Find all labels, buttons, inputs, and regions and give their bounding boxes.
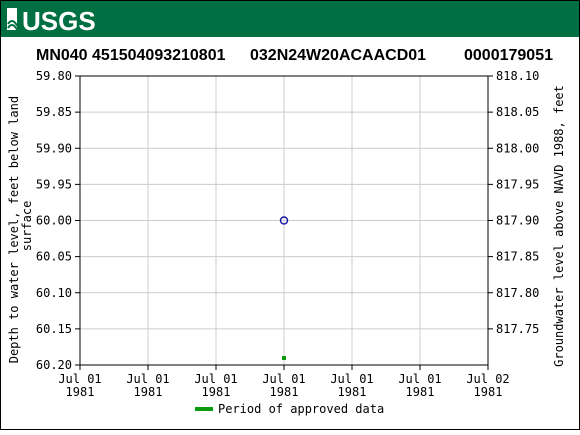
- x-tick-label-date: Jul 01: [58, 372, 101, 386]
- site-name: MN040 451504093210801: [36, 47, 226, 64]
- left-tick-label: 59.80: [36, 69, 72, 83]
- x-tick-label-date: Jul 01: [398, 372, 441, 386]
- x-tick-label-year: 1981: [338, 385, 367, 399]
- x-tick-label-year: 1981: [270, 385, 299, 399]
- usgs-logo: USGS: [7, 6, 96, 36]
- x-tick-label-date: Jul 02: [466, 372, 509, 386]
- usgs-logo-text: USGS: [22, 6, 96, 36]
- location-code: 032N24W20ACAACD01: [250, 47, 426, 64]
- x-tick-label-year: 1981: [66, 385, 95, 399]
- left-tick-label: 60.15: [36, 322, 72, 336]
- left-tick-label: 60.20: [36, 358, 72, 372]
- left-tick-label: 59.95: [36, 177, 72, 191]
- right-tick-label: 818.05: [496, 105, 539, 119]
- right-tick-label: 818.00: [496, 141, 539, 155]
- right-tick-label: 817.90: [496, 214, 539, 228]
- data-point: [279, 216, 289, 225]
- usgs-logo-icon: [7, 8, 25, 32]
- left-tick-label: 59.90: [36, 141, 72, 155]
- approved-period-mark: [282, 356, 286, 360]
- usgs-banner: [1, 1, 579, 37]
- x-tick-label-year: 1981: [406, 385, 435, 399]
- x-tick-label-year: 1981: [474, 385, 503, 399]
- left-axis-title: Depth to water level, feet below land su…: [7, 89, 34, 364]
- left-tick-label: 60.10: [36, 286, 72, 300]
- right-tick-label: 817.95: [496, 177, 539, 191]
- left-tick-label: 59.85: [36, 105, 72, 119]
- site-number: 0000179051: [464, 47, 553, 64]
- plot-area: [79, 75, 489, 366]
- x-tick-label-date: Jul 01: [262, 372, 305, 386]
- right-tick-label: 817.85: [496, 250, 539, 264]
- data-marks: [279, 216, 289, 360]
- x-tick-label-year: 1981: [202, 385, 231, 399]
- x-tick-label-date: Jul 01: [194, 372, 237, 386]
- legend: Period of approved data: [195, 402, 384, 416]
- x-tick-label-date: Jul 01: [126, 372, 169, 386]
- left-axis-title-line-2: surface: [20, 201, 34, 252]
- legend-label-approved: Period of approved data: [218, 402, 384, 416]
- legend-swatch-approved: [195, 407, 213, 411]
- left-axis-title-line-1: Depth to water level, feet below land: [7, 96, 21, 363]
- right-tick-label: 817.80: [496, 286, 539, 300]
- right-axis-ticks: 818.10 818.05 818.00 817.95 817.90 817.85 817.…: [488, 69, 539, 336]
- x-tick-label-year: 1981: [134, 385, 163, 399]
- left-axis-ticks: 59.80 59.85 59.90 59.95 60.00 60.05 60.10 60.15…: [36, 69, 80, 372]
- right-axis-title: Groundwater level above NAVD 1988, feet: [552, 85, 566, 367]
- left-tick-label: 60.05: [36, 250, 72, 264]
- right-tick-label: 818.10: [496, 69, 539, 83]
- right-tick-label: 817.75: [496, 322, 539, 336]
- grid-lines: [80, 76, 488, 365]
- x-tick-label-date: Jul 01: [330, 372, 373, 386]
- left-tick-label: 60.00: [36, 214, 72, 228]
